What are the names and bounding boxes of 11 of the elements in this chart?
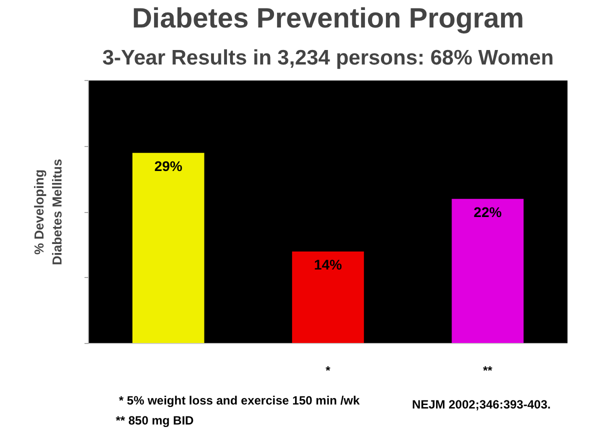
text: ** 850 mg BID [116, 414, 194, 428]
x-tick-label: ** [482, 364, 493, 378]
chart-subtitle: 3-Year Results in 3,234 persons: 68% Women [102, 46, 554, 70]
chart-title: Diabetes Prevention Program [132, 2, 524, 34]
y-axis-title: % Developing Diabetes Mellitus [32, 158, 64, 266]
text: * 5% weight loss and exercise 150 min /wk [118, 394, 360, 408]
data-label: 29% [154, 158, 183, 174]
x-tick-label: * [326, 364, 331, 378]
text: NEJM 2002;346:393-403. [412, 398, 551, 412]
data-label: 14% [314, 256, 343, 273]
data-label: 22% [474, 204, 502, 220]
